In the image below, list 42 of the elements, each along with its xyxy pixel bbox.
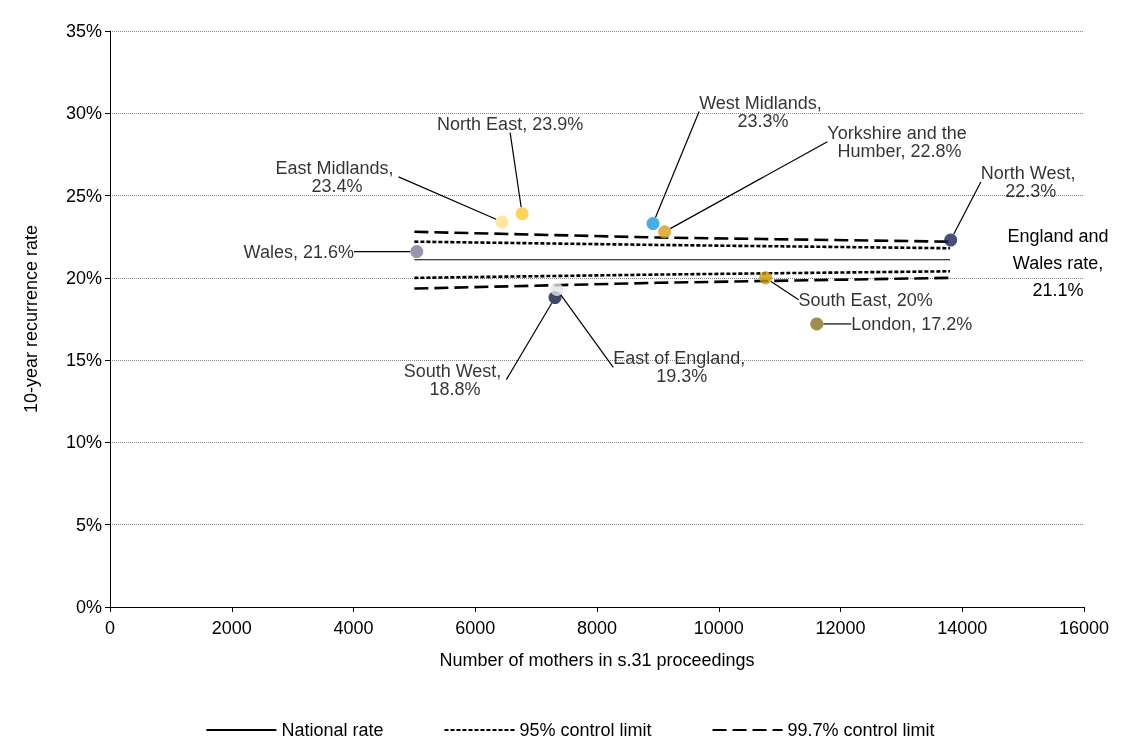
legend-label: 99.7% control limit — [787, 720, 935, 740]
point — [646, 217, 660, 231]
data-label: Yorkshire and the Humber, 22.8% — [827, 122, 972, 161]
point — [944, 233, 958, 247]
data-label: London, 17.2% — [851, 313, 973, 334]
x-tick-label: 8000 — [576, 618, 618, 638]
y-tick-label: 0% — [75, 597, 102, 617]
y-tick-label: 35% — [65, 21, 102, 41]
point — [759, 271, 773, 285]
point — [410, 245, 424, 259]
y-tick-label: 25% — [65, 185, 102, 206]
x-tick-label: 4000 — [333, 618, 374, 638]
data-label: East Midlands, 23.4% — [275, 157, 399, 196]
annotation: England and Wales rate, 21.1% — [1007, 225, 1109, 300]
x-tick-label: 0 — [104, 618, 116, 638]
x-tick-label: 14000 — [937, 618, 988, 638]
x-axis-title: Number of mothers in s.31 proceedings — [439, 650, 755, 670]
point — [495, 215, 509, 229]
data-label: West Midlands, 23.3% — [699, 92, 827, 131]
legend-label: 95% control limit — [519, 720, 652, 740]
x-tick-label: 16000 — [1058, 618, 1110, 638]
data-label: North West, 22.3% — [980, 163, 1081, 202]
data-label: South West, 18.8% — [403, 360, 507, 399]
y-tick-label: 5% — [75, 514, 102, 535]
point — [515, 207, 529, 221]
data-label: South East, 20% — [798, 289, 933, 310]
data-label: North East, 23.9% — [437, 113, 584, 134]
data-label: Wales, 21.6% — [243, 241, 355, 262]
y-tick-label: 20% — [65, 267, 102, 288]
data-label: East of England, 19.3% — [613, 348, 751, 387]
x-tick-label: 10000 — [693, 618, 744, 638]
y-tick-label: 30% — [65, 103, 102, 124]
point — [550, 282, 564, 296]
point — [810, 317, 824, 331]
x-tick-label: 2000 — [211, 618, 252, 638]
y-tick-label: 15% — [65, 350, 102, 371]
y-axis-title: 10-year recurrence rate — [21, 224, 41, 414]
legend-label: National rate — [281, 720, 384, 740]
point — [658, 225, 672, 239]
x-tick-label: 12000 — [815, 618, 866, 638]
x-tick-label: 6000 — [455, 618, 496, 638]
y-tick-label: 10% — [65, 432, 102, 453]
